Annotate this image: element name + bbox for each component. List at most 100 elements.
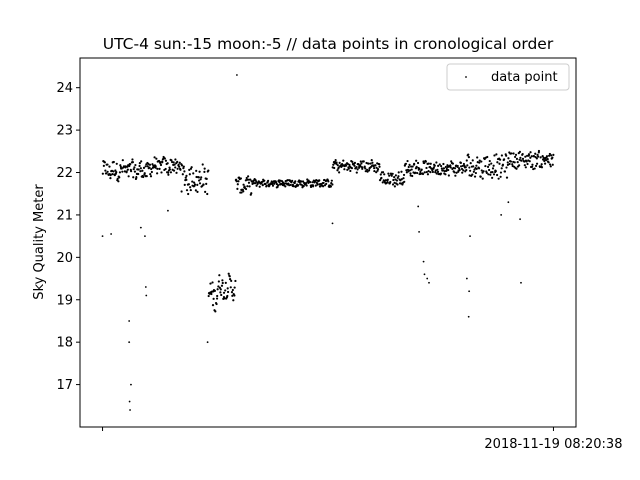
data-point bbox=[224, 281, 227, 285]
data-point bbox=[302, 185, 305, 188]
data-point bbox=[109, 173, 112, 177]
data-point bbox=[333, 166, 336, 170]
data-point bbox=[242, 183, 245, 186]
data-point bbox=[459, 161, 462, 164]
data-point bbox=[461, 171, 464, 174]
data-point bbox=[386, 178, 389, 181]
data-point bbox=[108, 165, 111, 168]
data-point bbox=[492, 164, 495, 167]
data-point bbox=[461, 164, 464, 168]
data-point bbox=[506, 161, 509, 164]
data-point bbox=[342, 159, 345, 162]
data-point bbox=[373, 167, 376, 170]
data-point bbox=[491, 171, 494, 174]
data-point bbox=[373, 169, 376, 173]
data-point bbox=[421, 172, 425, 176]
data-point bbox=[467, 156, 471, 159]
data-point bbox=[375, 171, 378, 174]
data-point bbox=[112, 160, 115, 164]
data-point bbox=[413, 162, 416, 166]
data-point bbox=[363, 165, 366, 168]
data-point bbox=[118, 171, 122, 174]
data-point bbox=[415, 159, 418, 162]
data-point bbox=[188, 173, 191, 176]
data-point bbox=[367, 169, 371, 172]
data-point bbox=[101, 235, 104, 238]
data-point bbox=[133, 170, 137, 173]
data-point bbox=[351, 160, 354, 163]
data-point bbox=[215, 297, 219, 300]
data-point bbox=[532, 155, 536, 158]
data-point bbox=[263, 179, 266, 182]
data-point bbox=[387, 172, 390, 175]
data-point bbox=[138, 162, 141, 165]
data-point bbox=[170, 159, 173, 162]
data-point bbox=[497, 177, 500, 180]
data-point bbox=[254, 182, 257, 185]
data-point bbox=[475, 164, 478, 167]
data-point bbox=[506, 163, 509, 166]
data-point bbox=[119, 164, 122, 167]
data-point bbox=[479, 175, 482, 178]
data-point bbox=[267, 179, 270, 182]
data-point bbox=[118, 176, 121, 179]
data-point bbox=[488, 168, 491, 172]
data-point bbox=[462, 169, 465, 172]
data-point bbox=[396, 183, 399, 186]
data-point bbox=[543, 162, 547, 165]
data-point bbox=[185, 189, 189, 192]
data-point bbox=[469, 235, 471, 238]
data-point bbox=[284, 185, 287, 188]
data-point bbox=[236, 74, 238, 76]
data-point bbox=[195, 175, 198, 179]
data-point bbox=[181, 173, 184, 176]
data-point bbox=[403, 180, 406, 183]
data-point bbox=[438, 163, 441, 166]
data-point bbox=[232, 299, 235, 302]
data-point bbox=[391, 172, 394, 175]
data-point bbox=[472, 170, 475, 173]
data-point bbox=[292, 185, 295, 188]
data-point bbox=[240, 191, 243, 194]
data-point bbox=[142, 166, 146, 169]
data-point bbox=[376, 169, 379, 172]
data-point bbox=[139, 170, 142, 173]
data-point bbox=[466, 164, 469, 167]
data-point bbox=[487, 173, 490, 176]
data-point bbox=[549, 165, 552, 168]
data-point bbox=[435, 161, 438, 164]
data-point bbox=[491, 167, 495, 170]
data-point bbox=[167, 171, 170, 174]
data-point bbox=[355, 171, 358, 174]
data-point bbox=[367, 162, 370, 165]
data-point bbox=[346, 162, 349, 165]
data-point bbox=[228, 278, 232, 281]
data-point bbox=[420, 168, 423, 171]
legend: data point bbox=[446, 63, 570, 91]
data-point bbox=[133, 166, 136, 169]
data-point bbox=[508, 162, 511, 166]
data-point bbox=[397, 171, 400, 174]
data-point bbox=[388, 174, 391, 177]
data-point bbox=[467, 315, 470, 318]
data-point bbox=[361, 167, 364, 170]
data-point bbox=[509, 160, 513, 163]
data-point bbox=[489, 173, 492, 176]
data-point bbox=[130, 383, 132, 386]
data-point bbox=[338, 161, 341, 164]
data-point bbox=[172, 169, 176, 172]
data-point bbox=[499, 175, 502, 178]
data-point bbox=[278, 181, 281, 184]
data-point bbox=[271, 184, 275, 187]
data-point bbox=[545, 155, 549, 158]
data-point bbox=[541, 158, 545, 161]
data-point bbox=[192, 172, 195, 175]
data-point bbox=[196, 183, 199, 187]
data-point bbox=[140, 160, 143, 163]
data-point bbox=[283, 182, 286, 185]
data-point bbox=[449, 166, 452, 169]
data-point bbox=[139, 226, 142, 229]
data-point bbox=[211, 304, 215, 307]
data-point bbox=[193, 181, 196, 184]
x-tick-label: 2018-11-19 08:20:38 bbox=[484, 437, 622, 452]
